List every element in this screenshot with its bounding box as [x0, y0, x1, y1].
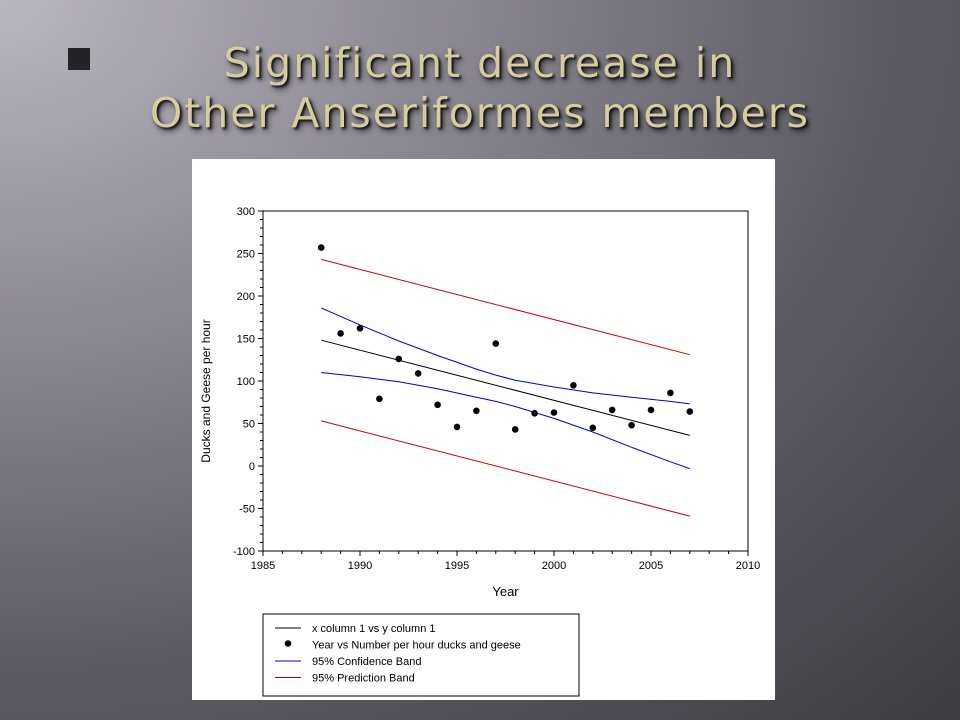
y-tick-label: 100 [237, 376, 255, 388]
data-point [453, 423, 461, 431]
slide-title: Significant decrease in Other Anseriform… [0, 38, 960, 138]
data-point [511, 426, 519, 433]
data-point [376, 395, 383, 403]
y-tick-label: -100 [233, 546, 255, 558]
y-tick-label: 50 [243, 419, 255, 431]
slide-title-line-1: Significant decrease in [223, 39, 737, 87]
data-point [473, 407, 480, 415]
data-point [337, 330, 344, 337]
data-point [317, 244, 325, 251]
x-axis-label: Year [492, 584, 519, 599]
legend-marker-swatch [284, 640, 292, 647]
data-point [414, 370, 422, 377]
legend-entry-label: 95% Confidence Band [312, 656, 421, 668]
x-tick-label: 2005 [639, 560, 663, 572]
y-tick-label: -50 [239, 504, 255, 516]
data-point [570, 382, 577, 389]
x-axis: 1985 1990 1995 2000 2005 2010 [251, 551, 760, 572]
y-tick-label: 250 [237, 249, 255, 261]
data-point [492, 340, 500, 347]
scatter-chart: 1985 1990 1995 2000 2005 2010 -100 -50 0 50 100 15… [199, 206, 760, 697]
prediction-band-lower-line [321, 420, 690, 517]
x-tick-label: 1985 [251, 560, 275, 572]
data-point [686, 408, 694, 415]
data-point [608, 406, 616, 414]
legend-entry-label: x column 1 vs y column 1 [312, 623, 436, 635]
x-tick-label: 1995 [445, 560, 469, 572]
legend-entry-label: Year vs Number per hour ducks and geese [312, 640, 521, 652]
data-point [356, 325, 364, 332]
data-point [628, 421, 635, 429]
data-point [667, 389, 674, 397]
legend-entry-label: 95% Prediction Band [312, 673, 415, 685]
data-point [589, 424, 597, 432]
y-tick-label: 300 [237, 206, 255, 218]
y-tick-label: 150 [237, 334, 255, 346]
y-tick-label: 200 [237, 291, 255, 303]
title-bullet-marker [68, 48, 90, 70]
chart-marks [317, 244, 694, 517]
data-point [434, 401, 441, 409]
slide-title-line-2: Other Anseriformes members [149, 89, 811, 137]
data-point [647, 406, 655, 414]
y-axis-label: Ducks and Geese per hour [199, 319, 213, 462]
legend-box [262, 613, 580, 697]
prediction-band-upper-line [321, 258, 690, 356]
x-tick-label: 2010 [736, 560, 760, 572]
x-tick-label: 2000 [542, 560, 566, 572]
data-point [395, 355, 403, 363]
y-axis: -100 -50 0 50 100 150 200 250 300 [233, 206, 263, 558]
y-tick-label: 0 [249, 461, 255, 473]
confidence-band-lower-line [321, 372, 690, 470]
data-point [531, 410, 538, 417]
chart-legend: x column 1 vs y column 1 Year vs Number p… [262, 613, 580, 697]
confidence-band-upper-line [320, 307, 690, 405]
plot-area-frame [262, 210, 749, 552]
chart-panel: 1985 1990 1995 2000 2005 2010 -100 -50 0 50 100 15… [192, 159, 775, 700]
regression-line [321, 339, 690, 436]
data-point [550, 409, 558, 416]
x-tick-label: 1990 [348, 560, 372, 572]
